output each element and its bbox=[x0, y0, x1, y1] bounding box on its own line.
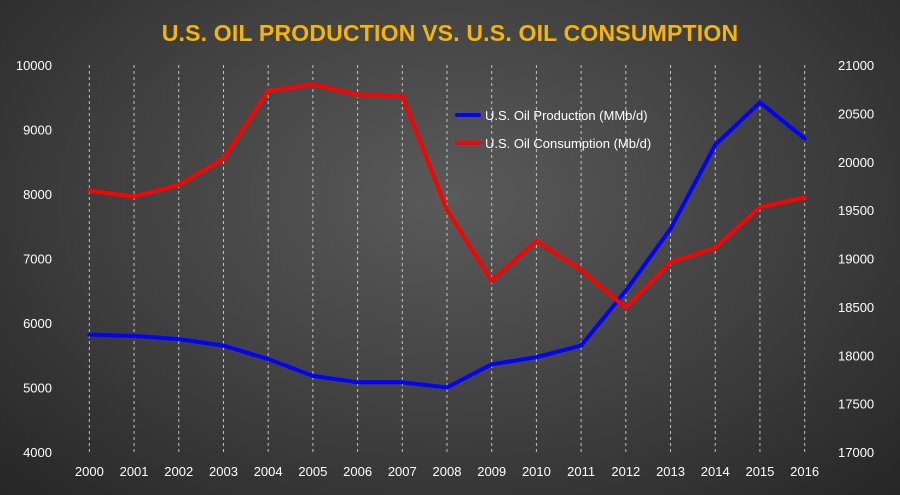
x-tick-label: 2001 bbox=[120, 464, 149, 479]
x-tick-label: 2004 bbox=[254, 464, 283, 479]
y-right-tick-label: 20500 bbox=[838, 106, 874, 121]
x-tick-label: 2015 bbox=[745, 464, 774, 479]
x-tick-label: 2007 bbox=[388, 464, 417, 479]
x-tick-label: 2013 bbox=[656, 464, 685, 479]
x-tick-label: 2002 bbox=[164, 464, 193, 479]
x-tick-label: 2010 bbox=[522, 464, 551, 479]
consumption-series-line bbox=[87, 82, 807, 310]
y-right-tick-label: 19500 bbox=[838, 203, 874, 218]
chart-title: U.S. OIL PRODUCTION VS. U.S. OIL CONSUMP… bbox=[161, 20, 739, 46]
y-left-tick-label: 6000 bbox=[23, 316, 52, 331]
y-left-tick-label: 10000 bbox=[16, 58, 52, 73]
x-tick-label: 2008 bbox=[433, 464, 462, 479]
x-tick-label: 2011 bbox=[567, 464, 595, 479]
x-tick-label: 2009 bbox=[477, 464, 506, 479]
y-left-tick-label: 5000 bbox=[23, 381, 52, 396]
y-left-tick-label: 7000 bbox=[23, 252, 52, 267]
y-right-tick-label: 20000 bbox=[838, 155, 874, 170]
y-left-tick-label: 9000 bbox=[23, 123, 52, 138]
y-right-tick-label: 19000 bbox=[838, 252, 874, 267]
production-series-line bbox=[87, 100, 807, 390]
x-tick-label: 2012 bbox=[611, 464, 640, 479]
y-right-tick-label: 18500 bbox=[838, 300, 874, 315]
legend-label-consumption: U.S. Oil Consumption (Mb/d) bbox=[485, 136, 651, 151]
y-right-tick-label: 18000 bbox=[838, 348, 874, 363]
x-tick-label: 2006 bbox=[343, 464, 372, 479]
x-tick-label: 2003 bbox=[209, 464, 238, 479]
x-tick-label: 2014 bbox=[701, 464, 730, 479]
y-left-tick-label: 8000 bbox=[23, 187, 52, 202]
x-tick-label: 2005 bbox=[298, 464, 327, 479]
legend-label-production: U.S. Oil Production (MMb/d) bbox=[485, 108, 648, 123]
y-right-tick-label: 17500 bbox=[838, 397, 874, 412]
x-tick-label: 2000 bbox=[75, 464, 104, 479]
y-right-tick-label: 21000 bbox=[838, 58, 874, 73]
x-tick-label: 2016 bbox=[790, 464, 819, 479]
y-right-tick-label: 17000 bbox=[838, 445, 874, 460]
y-left-tick-label: 4000 bbox=[23, 445, 52, 460]
